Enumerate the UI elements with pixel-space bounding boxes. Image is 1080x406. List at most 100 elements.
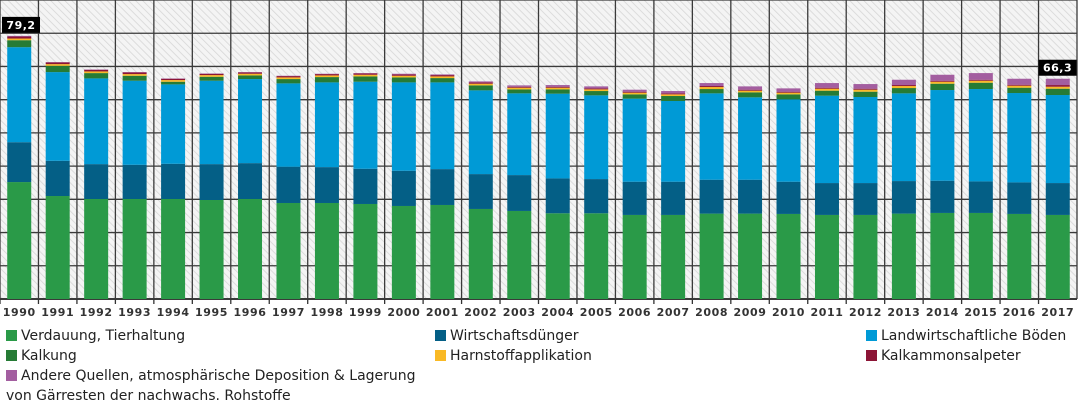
x-tick-label: 2004	[541, 306, 574, 319]
bar-segment	[777, 214, 801, 299]
bar-segment	[584, 86, 608, 88]
bar-segment	[661, 215, 685, 299]
x-tick-label: 1991	[41, 306, 74, 319]
bar-segment	[7, 40, 31, 47]
bar-segment	[276, 203, 300, 299]
bar-segment	[777, 92, 801, 93]
bar-segment	[853, 215, 877, 299]
x-tick-label: 2008	[695, 306, 728, 319]
bar-segment	[161, 164, 185, 199]
bar-segment	[200, 77, 224, 81]
bar-segment	[815, 91, 839, 96]
bar-segment	[238, 75, 262, 79]
x-tick-label: 2011	[810, 306, 843, 319]
bar-segment	[700, 87, 724, 89]
bar-segment	[815, 183, 839, 215]
bar-segment	[546, 85, 570, 87]
bar-segment	[584, 95, 608, 179]
bar-segment	[469, 209, 493, 299]
bar-segment	[353, 76, 377, 81]
bar-segment	[46, 64, 70, 66]
legend-swatch	[6, 370, 17, 381]
bar-segment	[1007, 88, 1031, 93]
bar-segment	[546, 89, 570, 93]
bar-segment	[276, 79, 300, 83]
bar-segment	[161, 82, 185, 85]
bar-segment	[700, 89, 724, 93]
bar-segment	[353, 169, 377, 204]
bar-segment	[430, 82, 454, 169]
x-tick-label: 1999	[349, 306, 382, 319]
bar-segment	[46, 66, 70, 72]
bar-segment	[969, 213, 993, 299]
bar-segment	[738, 91, 762, 93]
bar-segment	[430, 76, 454, 78]
bar-segment	[584, 91, 608, 95]
bar-segment	[469, 174, 493, 209]
bar-segment	[315, 74, 339, 75]
x-tick-label: 2012	[849, 306, 882, 319]
bar-segment	[7, 37, 31, 39]
bar-segment	[84, 199, 108, 299]
bar-segment	[276, 76, 300, 77]
bar-segment	[84, 164, 108, 199]
bar-segment	[1046, 87, 1070, 89]
bar-segment	[84, 71, 108, 73]
legend-item: Verdauung, Tierhaltung	[6, 326, 185, 346]
bar-segment	[200, 74, 224, 75]
bar-segment	[1046, 89, 1070, 95]
x-tick-label: 2002	[464, 306, 497, 319]
bar-segment	[469, 90, 493, 174]
bar-segment	[815, 96, 839, 183]
bar-segment	[1046, 95, 1070, 183]
bar-segment	[7, 36, 31, 37]
bar-segment	[700, 86, 724, 87]
bar-segment	[623, 93, 647, 95]
bar-segment	[353, 204, 377, 299]
bar-segment	[276, 77, 300, 79]
x-tick-label: 2000	[387, 306, 420, 319]
bar-segment	[123, 74, 147, 76]
bar-segment	[892, 88, 916, 93]
bar-segment	[1046, 183, 1070, 215]
bar-segment	[392, 74, 416, 75]
bar-segment	[738, 180, 762, 214]
bar-segment	[7, 142, 31, 182]
bar-segment	[276, 83, 300, 166]
bar-segment	[507, 93, 531, 175]
bar-segment	[892, 86, 916, 88]
bar-segment	[969, 181, 993, 213]
bar-segment	[392, 76, 416, 78]
bar-segment	[469, 85, 493, 90]
bar-segment	[969, 80, 993, 81]
bar-segment	[1007, 86, 1031, 88]
legend-item: Andere Quellen, atmosphärische Depositio…	[6, 366, 416, 406]
bar-segment	[430, 74, 454, 75]
bar-segment	[315, 203, 339, 299]
bar-segment	[815, 83, 839, 88]
bar-segment	[161, 84, 185, 163]
bar-segment	[123, 81, 147, 165]
bar-segment	[738, 90, 762, 91]
bar-segment	[507, 88, 531, 90]
bar-segment	[930, 84, 954, 90]
x-tick-label: 2016	[1003, 306, 1036, 319]
bar-segment	[738, 97, 762, 179]
legend-swatch	[866, 350, 877, 361]
bar-segment	[353, 82, 377, 169]
x-tick-label: 2001	[426, 306, 459, 319]
x-tick-label: 1992	[80, 306, 113, 319]
legend-item: Wirtschaftsdünger	[435, 326, 578, 346]
bar-segment	[661, 94, 685, 96]
bar-segment	[1007, 79, 1031, 85]
bar-segment	[969, 89, 993, 181]
value-label: 79,2	[6, 19, 35, 32]
legend-item: Kalkung	[6, 346, 77, 366]
x-tick-label: 1997	[272, 306, 305, 319]
legend-label: Landwirtschaftliche Böden	[881, 328, 1066, 344]
bar-segment	[661, 91, 685, 93]
bar-segment	[1046, 79, 1070, 85]
legend-swatch	[6, 330, 17, 341]
bar-segment	[238, 199, 262, 299]
x-tick-label: 1995	[195, 306, 228, 319]
